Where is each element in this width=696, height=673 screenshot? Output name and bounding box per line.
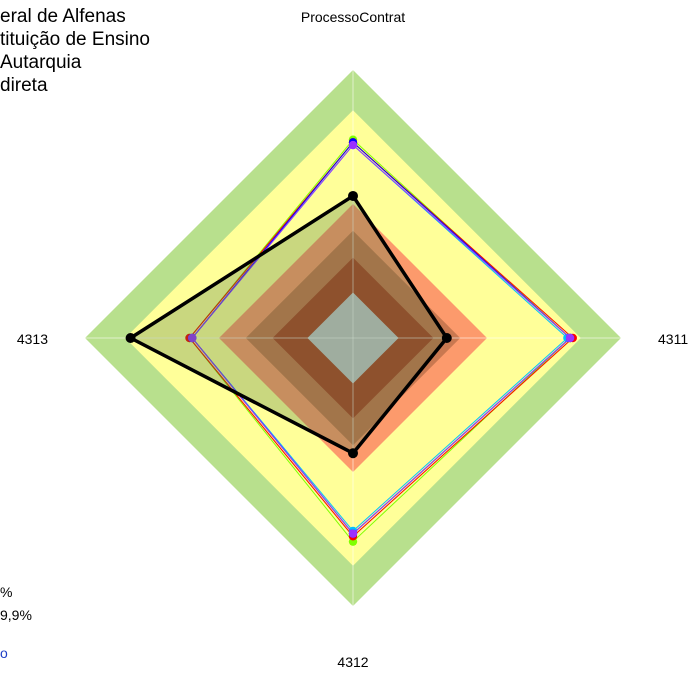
series-6-point-2 xyxy=(565,333,575,343)
series-1-point-2 xyxy=(441,333,452,343)
series-6-point-4 xyxy=(188,333,197,343)
axis-label-4313: 4313 xyxy=(17,331,48,347)
axis-label-4312: 4312 xyxy=(337,654,368,670)
series-1-point-3 xyxy=(348,448,358,459)
chart-title-line-4: direta xyxy=(0,75,48,96)
series-1-point-1 xyxy=(348,190,358,201)
chart-title-line-2: tituição de Ensino xyxy=(0,29,150,50)
series-1-point-4 xyxy=(125,333,136,343)
series-layer xyxy=(125,135,577,546)
axis-label-processocontrat: ProcessoContrat xyxy=(301,9,405,25)
series-6-point-1 xyxy=(348,140,358,150)
axis-label-4311: 4311 xyxy=(658,331,688,347)
legend-fragment-1: % xyxy=(0,584,13,600)
series-6-point-3 xyxy=(348,529,358,538)
chart-title-line-3: Autarquia xyxy=(0,52,82,73)
legend-fragment-2: 9,9% xyxy=(0,607,32,623)
chart-title-line-1: eral de Alfenas xyxy=(0,6,126,27)
legend-fragment-3: o xyxy=(0,645,8,661)
